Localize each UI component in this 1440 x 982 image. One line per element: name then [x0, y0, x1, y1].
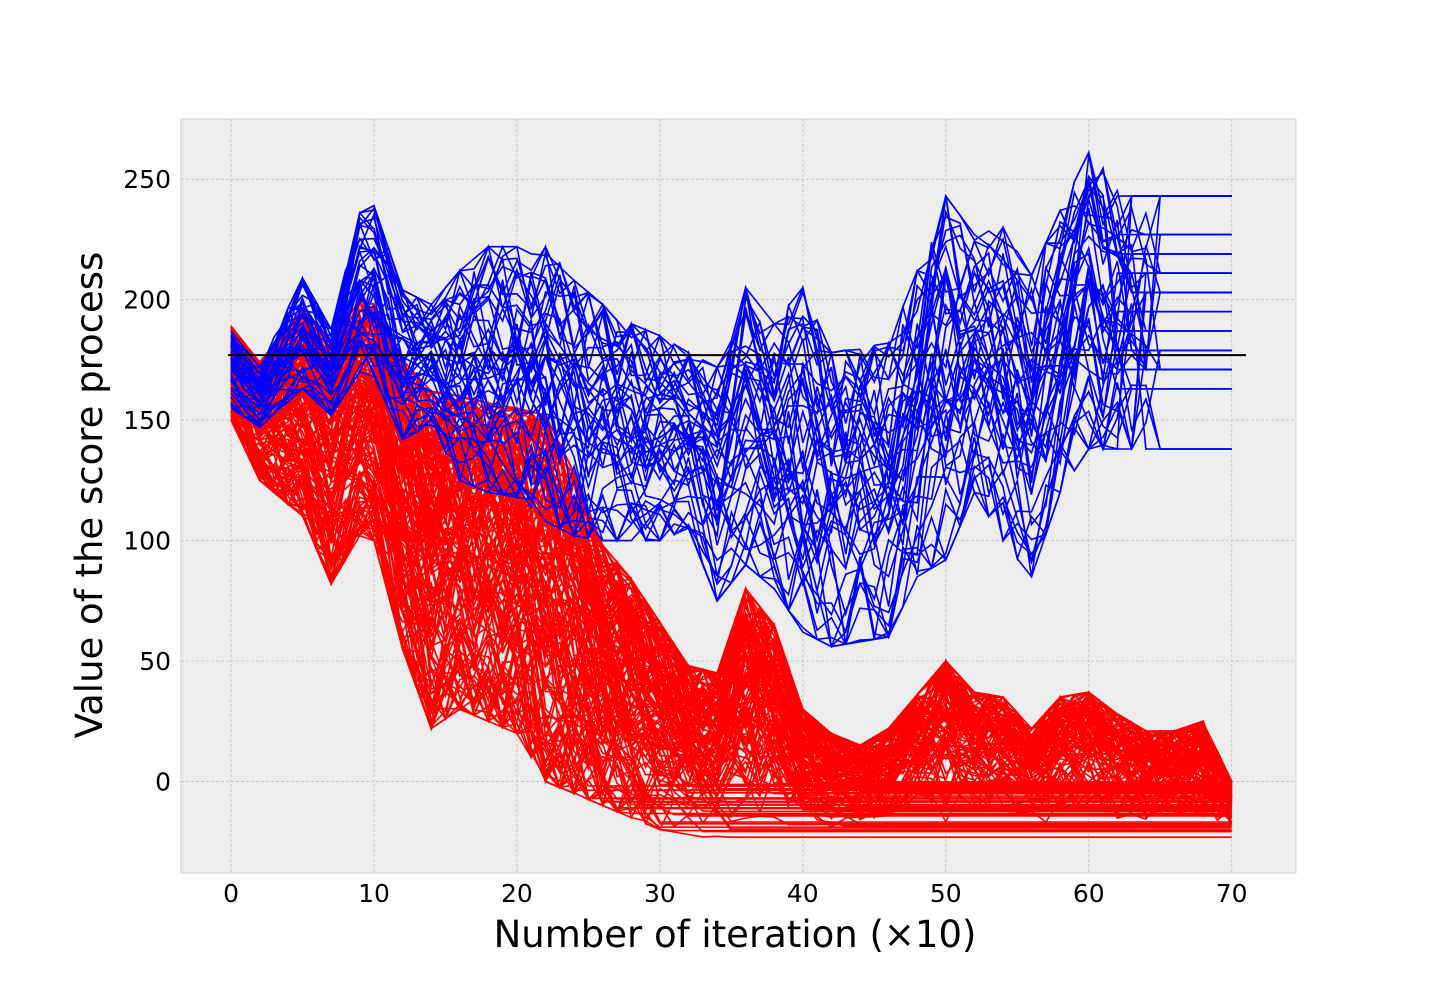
- blue-series-line: [230, 283, 1232, 567]
- x-tick-label: 0: [223, 879, 239, 908]
- y-tick-label: 100: [123, 527, 171, 556]
- x-tick-label: 20: [501, 879, 533, 908]
- blue-series-line: [230, 189, 1232, 424]
- x-tick-label: 50: [930, 879, 962, 908]
- x-tick-label: 70: [1216, 879, 1248, 908]
- blue-series-line: [230, 177, 1232, 464]
- red-series-line: [230, 415, 1232, 809]
- blue-series-group: [230, 150, 1232, 649]
- x-tick-labels: 0 10 20 30 40 50 60 70: [223, 879, 1248, 908]
- red-series-line: [230, 346, 1233, 806]
- x-axis-label: Number of iteration (×10): [494, 913, 977, 956]
- red-series-line: [230, 298, 1233, 782]
- y-tick-labels: 0 50 100 150 200 250: [123, 165, 171, 796]
- red-series-line: [230, 396, 1232, 787]
- y-tick-label: 50: [139, 647, 171, 676]
- blue-series-line: [230, 310, 1232, 617]
- red-series-line: [230, 319, 1233, 798]
- blue-series-line: [230, 231, 1232, 487]
- red-series-line: [230, 419, 1232, 832]
- blue-series-line: [230, 245, 1232, 469]
- x-tick-label: 40: [787, 879, 819, 908]
- y-tick-label: 200: [123, 286, 171, 315]
- y-tick-label: 0: [155, 767, 171, 796]
- blue-series-line: [230, 265, 1232, 555]
- x-tick-label: 30: [644, 879, 676, 908]
- red-series-line: [230, 361, 1232, 793]
- red-series-line: [230, 356, 1233, 815]
- red-series-line: [230, 398, 1232, 803]
- red-series-line: [230, 354, 1233, 802]
- red-series-line: [230, 419, 1232, 800]
- blue-series-line: [230, 165, 1232, 437]
- x-tick-label: 60: [1073, 879, 1105, 908]
- blue-series-line: [230, 155, 1232, 461]
- x-tick-label: 10: [358, 879, 390, 908]
- blue-series-line: [230, 174, 1232, 467]
- blue-series-line: [230, 270, 1232, 558]
- y-axis-label: Value of the score process: [68, 252, 111, 739]
- blue-series-line: [230, 171, 1232, 449]
- red-series-line: [230, 379, 1232, 813]
- blue-series-line: [230, 272, 1232, 649]
- blue-series-line: [230, 207, 1232, 483]
- red-series-line: [230, 317, 1233, 792]
- red-series-line: [230, 375, 1232, 811]
- y-tick-label: 250: [123, 165, 171, 194]
- red-series-line: [230, 384, 1232, 826]
- blue-series-line: [230, 315, 1232, 645]
- y-tick-label: 150: [123, 406, 171, 435]
- red-series-line: [230, 364, 1233, 806]
- red-series-line: [230, 390, 1232, 808]
